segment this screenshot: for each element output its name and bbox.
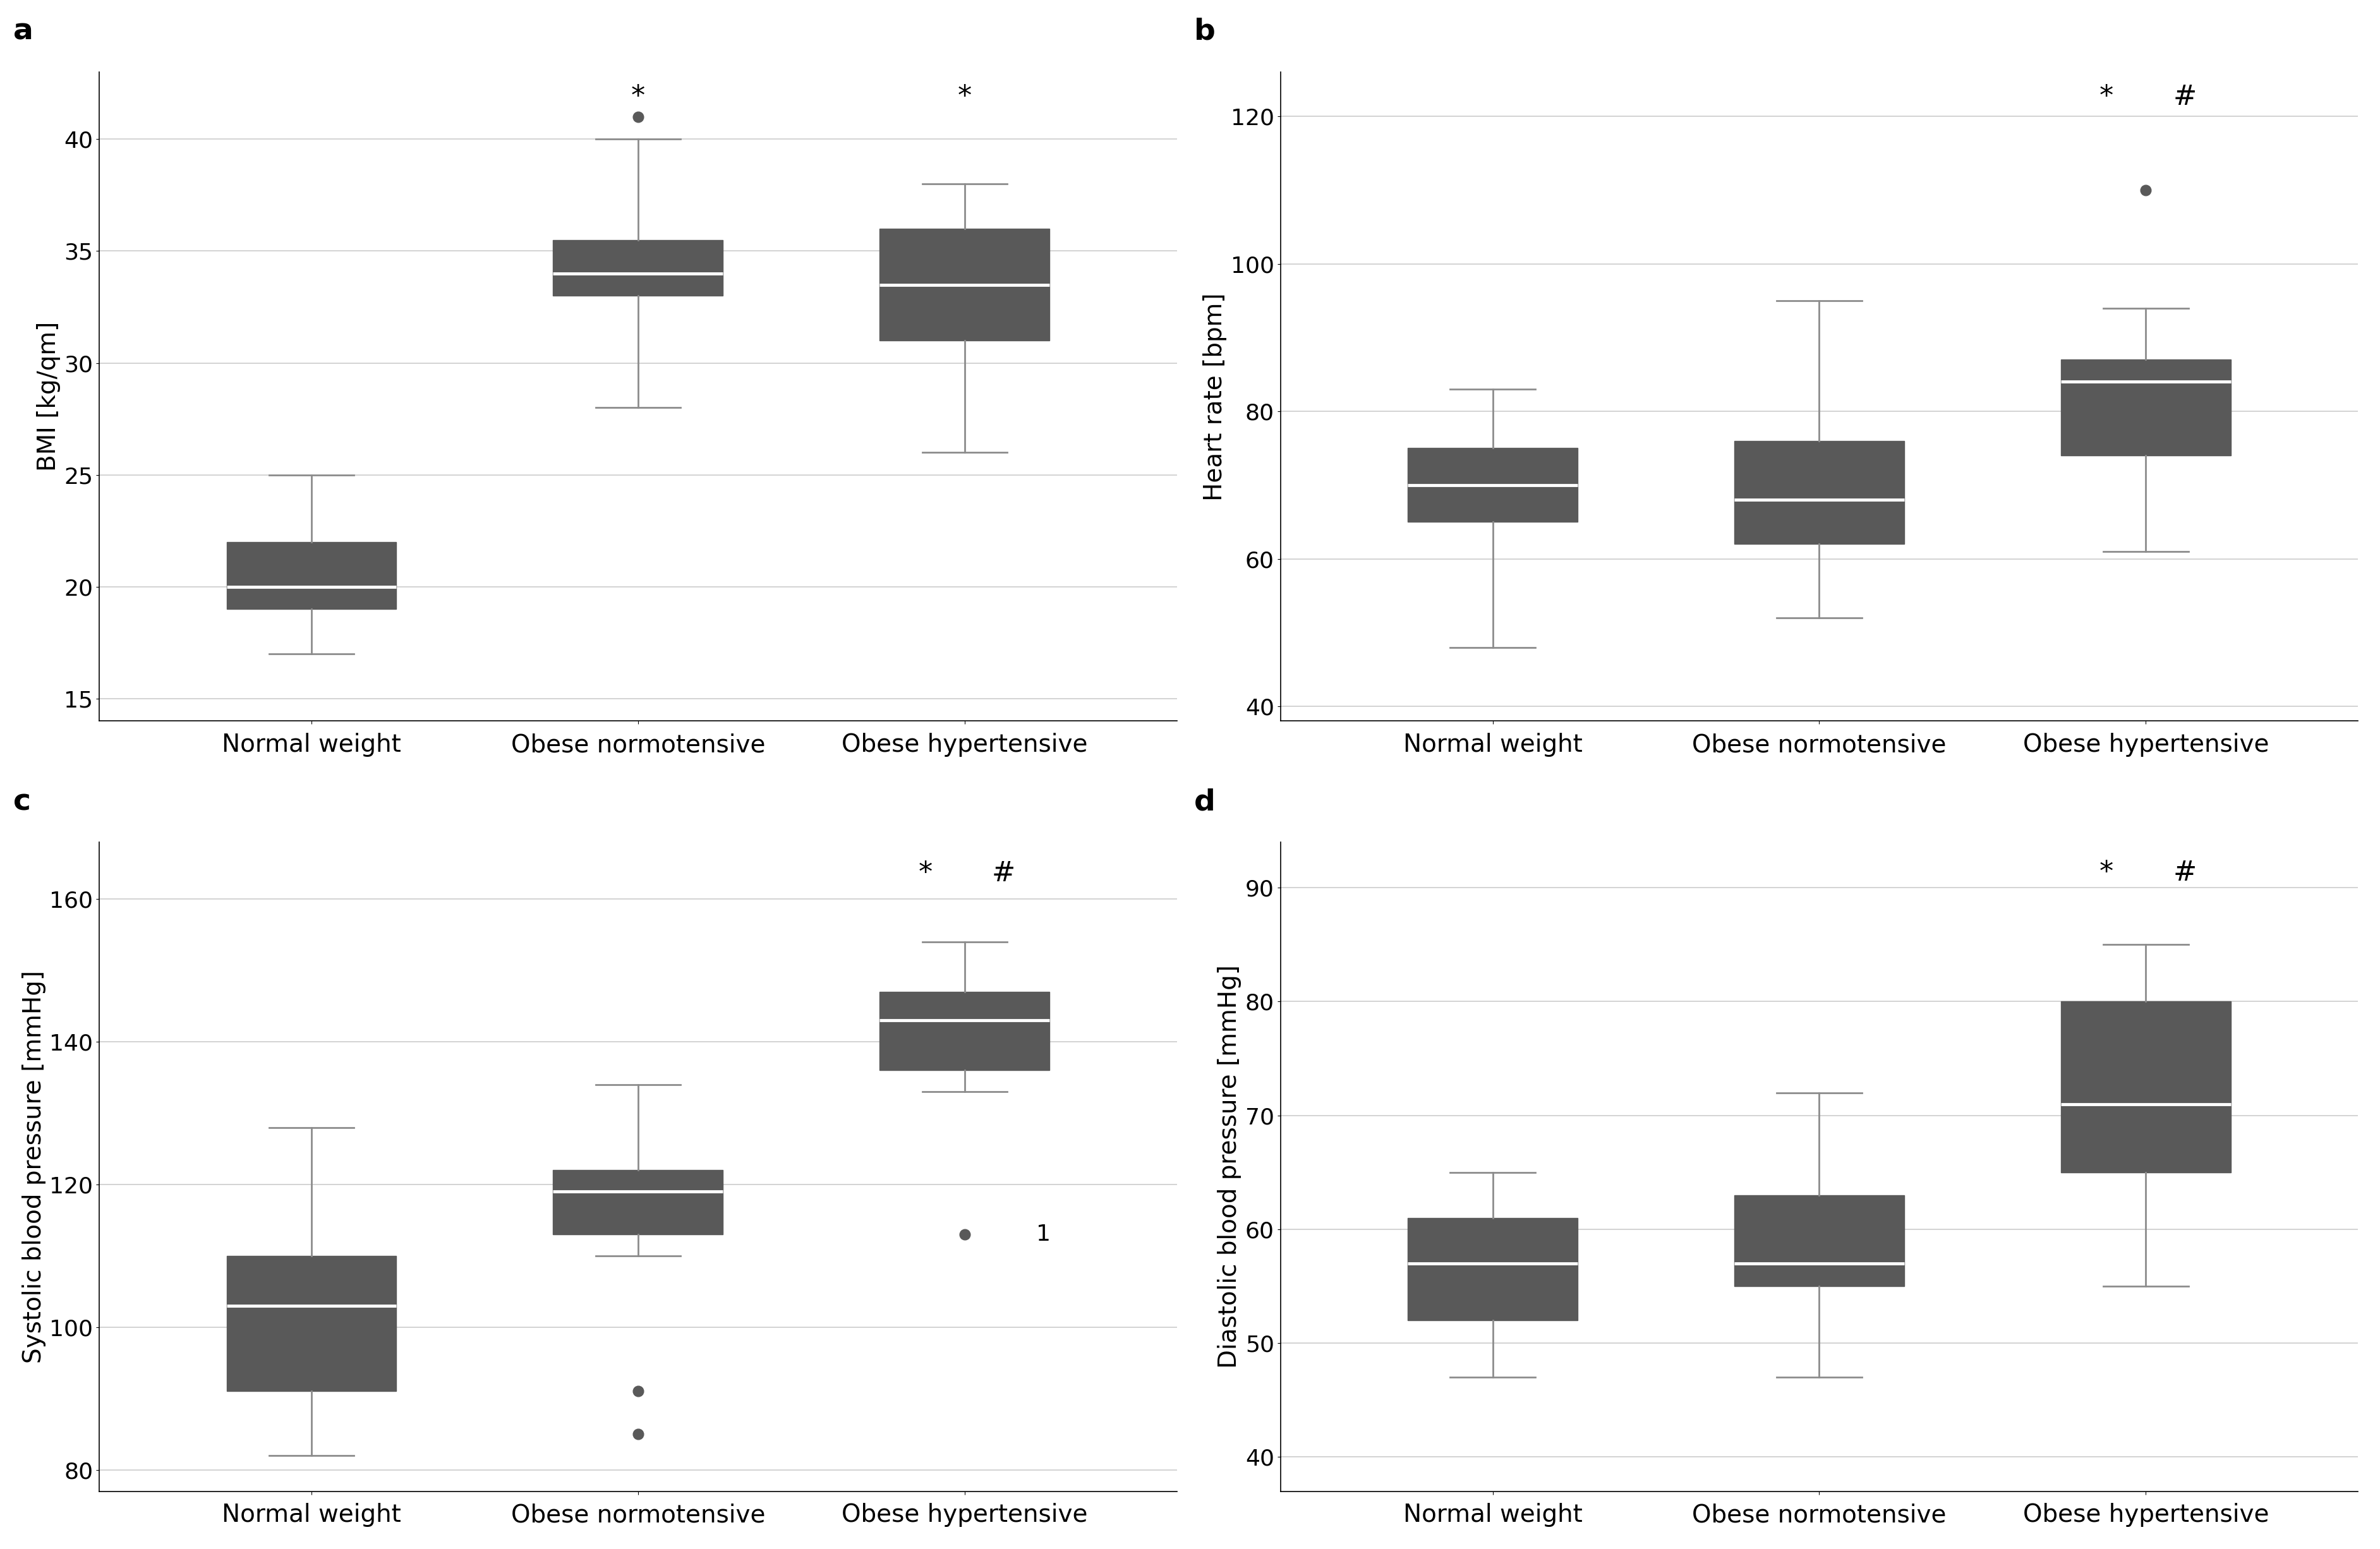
Text: a: a (12, 17, 33, 46)
Y-axis label: Diastolic blood pressure [mmHg]: Diastolic blood pressure [mmHg] (1219, 965, 1242, 1368)
Text: #: # (992, 860, 1016, 888)
PathPatch shape (226, 1256, 397, 1391)
Y-axis label: Heart rate [bpm]: Heart rate [bpm] (1204, 293, 1228, 500)
Y-axis label: BMI [kg/qm]: BMI [kg/qm] (36, 322, 60, 471)
PathPatch shape (881, 991, 1050, 1070)
Text: *: * (2099, 860, 2113, 886)
PathPatch shape (1735, 1196, 1904, 1286)
Text: *: * (919, 860, 933, 888)
PathPatch shape (2061, 359, 2230, 455)
PathPatch shape (2061, 1002, 2230, 1173)
Y-axis label: Systolic blood pressure [mmHg]: Systolic blood pressure [mmHg] (21, 970, 45, 1363)
PathPatch shape (1409, 448, 1578, 522)
Text: *: * (957, 84, 971, 110)
Text: c: c (12, 788, 31, 816)
Text: 1: 1 (1035, 1224, 1052, 1245)
PathPatch shape (552, 1169, 724, 1235)
PathPatch shape (552, 240, 724, 296)
Text: *: * (631, 84, 645, 110)
Text: #: # (2173, 860, 2197, 886)
Text: *: * (2099, 84, 2113, 110)
Text: #: # (2173, 84, 2197, 110)
PathPatch shape (1735, 441, 1904, 544)
PathPatch shape (226, 542, 397, 609)
Text: d: d (1195, 788, 1216, 816)
PathPatch shape (1409, 1218, 1578, 1320)
Text: b: b (1195, 17, 1216, 46)
PathPatch shape (881, 229, 1050, 341)
